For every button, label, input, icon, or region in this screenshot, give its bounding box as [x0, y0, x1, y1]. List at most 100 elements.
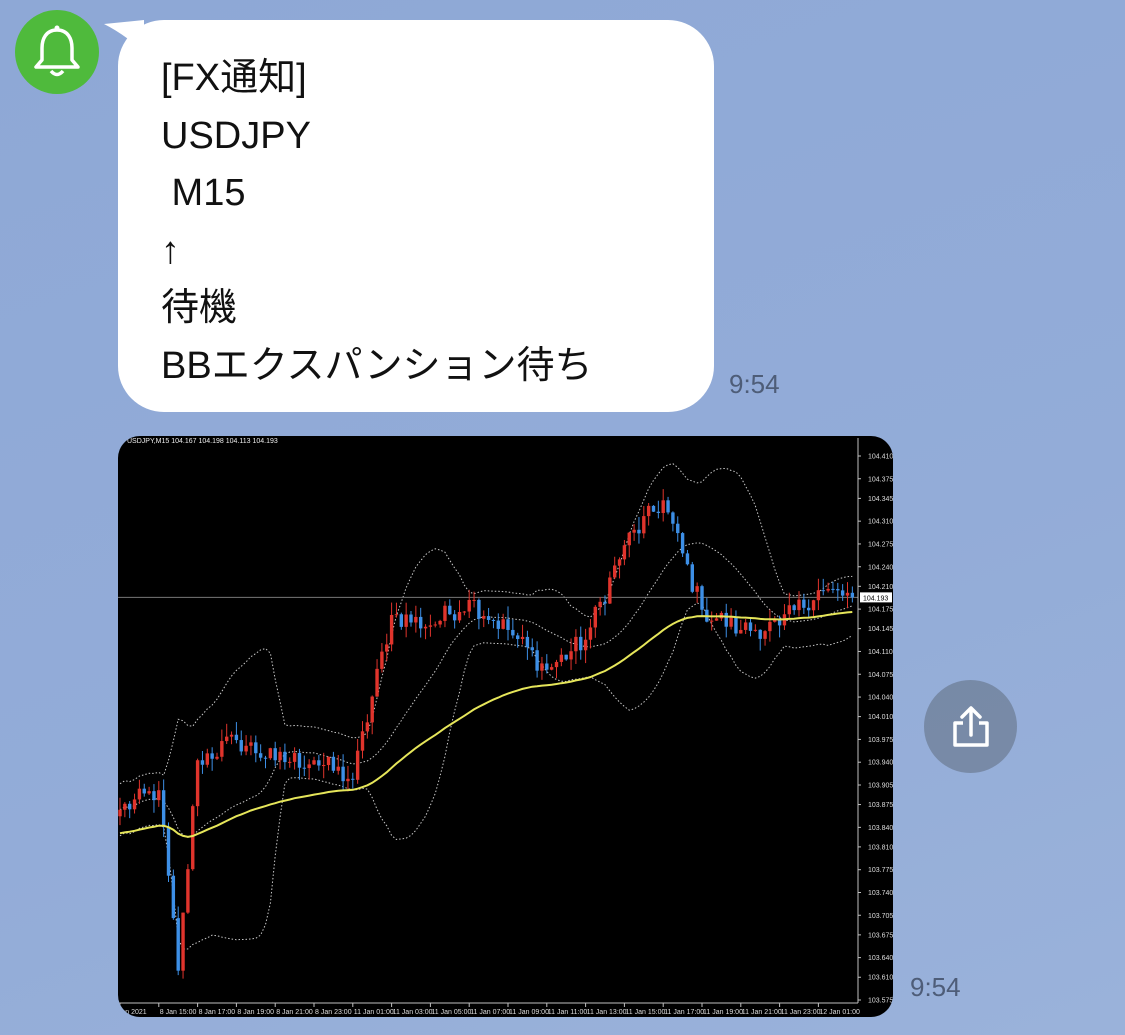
candle-body	[501, 619, 505, 629]
candle-body	[326, 756, 331, 766]
x-tick-label: 11 Jan 19:00	[703, 1009, 743, 1016]
candle-body	[811, 600, 816, 611]
candle-body	[549, 667, 554, 670]
x-tick-label: 8 Jan 15:00	[160, 1009, 197, 1016]
candle-body	[516, 635, 520, 640]
y-tick-label: 104.210	[868, 584, 893, 591]
candle-body	[443, 605, 447, 621]
candle-body	[525, 636, 530, 648]
candle-body	[200, 760, 205, 765]
candle-body	[152, 791, 156, 801]
y-tick-label: 104.240	[868, 564, 893, 571]
candlestick-chart: 104.410 104.375 104.345 104.310 104.275 104.2…	[118, 438, 893, 1016]
x-tick-label: 11 Jan 21:00	[742, 1009, 782, 1016]
avatar[interactable]	[15, 10, 99, 94]
candle-body	[797, 599, 801, 611]
candle-body	[302, 767, 306, 769]
y-tick-label: 104.375	[868, 476, 893, 483]
image-time: 9:54	[910, 972, 961, 1002]
x-tick-label: 11 Jan 11:00	[548, 1009, 588, 1016]
y-tick-label: 103.740	[868, 890, 893, 897]
message-line-symbol: USDJPY	[161, 114, 311, 157]
candle-body	[370, 696, 374, 723]
y-tick-label: 104.075	[868, 672, 893, 679]
candle-body	[821, 590, 825, 592]
bubble-tail	[104, 20, 144, 52]
candle-body	[486, 616, 491, 620]
candle-body	[714, 618, 719, 621]
candle-body	[559, 654, 564, 662]
candle-body	[729, 616, 733, 627]
candle-body	[802, 599, 806, 608]
candle-body	[297, 752, 302, 768]
moving-average-line	[119, 611, 853, 838]
y-tick-label: 103.810	[868, 844, 893, 851]
share-button[interactable]	[924, 680, 1017, 773]
message-time: 9:54	[729, 369, 780, 399]
message-bubble[interactable]: [FX通知] USDJPY M15 ↑ 待機 BBエクスパンション待ち	[118, 20, 714, 412]
y-tick-label: 103.840	[868, 825, 893, 832]
candle-body	[734, 616, 738, 634]
candle-body	[554, 661, 559, 668]
candle-body	[128, 803, 132, 810]
candle-body	[147, 791, 151, 794]
candle-body	[831, 588, 835, 590]
x-tick-label: 11 Jan 07:00	[470, 1009, 510, 1016]
x-tick-label: 11 Jan 03:00	[393, 1009, 433, 1016]
candle-body	[695, 586, 699, 592]
candle-body	[680, 533, 685, 554]
message-line-direction: ↑	[161, 229, 180, 272]
x-tick-label: 11 Jan 13:00	[587, 1009, 627, 1016]
candle-body	[137, 788, 142, 800]
candle-body	[642, 516, 646, 534]
x-tick-label: 11 Jan 23:00	[781, 1009, 821, 1016]
y-tick-label: 103.610	[868, 975, 893, 982]
candle-body	[710, 620, 714, 622]
candle-body	[409, 614, 413, 623]
candle-body	[414, 616, 418, 623]
candle-body	[191, 806, 195, 870]
candle-body	[637, 529, 641, 534]
candle-body	[225, 736, 229, 742]
candle-body	[598, 601, 602, 607]
candle-body	[433, 624, 437, 626]
candle-body	[123, 803, 127, 810]
chart-image[interactable]: 104.410 104.375 104.345 104.310 104.275 104.2…	[118, 436, 893, 1017]
candle-body	[322, 765, 326, 767]
candle-body	[477, 599, 481, 619]
candle-body	[816, 590, 821, 601]
candle-body	[511, 629, 515, 636]
candle-body	[574, 636, 578, 652]
candle-body	[176, 918, 180, 971]
candle-body	[132, 799, 137, 810]
candle-body	[292, 752, 297, 762]
candle-body	[351, 778, 355, 780]
candle-body	[622, 545, 627, 560]
candle-body	[593, 606, 597, 628]
candle-body	[651, 505, 656, 512]
y-tick-label: 103.905	[868, 783, 893, 790]
candle-body	[389, 614, 394, 645]
message-line-condition: BBエクスパンション待ち	[161, 344, 593, 387]
candle-body	[307, 764, 311, 769]
candle-body	[777, 618, 782, 626]
candle-body	[836, 589, 840, 591]
candle-body	[215, 756, 219, 759]
candle-body	[239, 740, 243, 752]
candle-body	[419, 616, 423, 629]
candle-body	[360, 731, 365, 751]
candle-body	[743, 622, 748, 630]
message-line-status: 待機	[161, 287, 238, 329]
chart-title: USDJPY,M15 104.167 104.198 104.113 104.1…	[127, 438, 278, 445]
candle-body	[249, 742, 253, 746]
x-tick-label: 11 Jan 01:00	[354, 1009, 394, 1016]
y-tick-label: 104.010	[868, 714, 893, 721]
candle-body	[157, 790, 161, 801]
candle-body	[210, 753, 214, 759]
candle-body	[312, 760, 316, 765]
candle-body	[583, 639, 588, 651]
candle-body	[739, 629, 743, 634]
candle-body	[336, 766, 340, 771]
candle-body	[331, 756, 336, 771]
candle-body	[467, 599, 471, 612]
